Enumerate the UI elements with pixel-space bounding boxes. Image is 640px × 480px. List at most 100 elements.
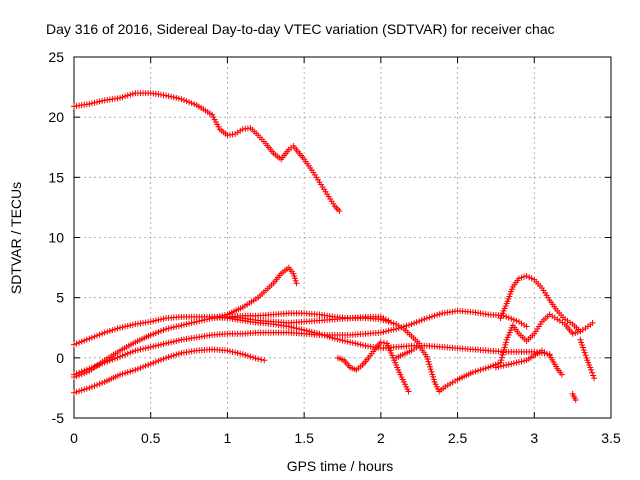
data-point xyxy=(500,346,507,353)
data-point xyxy=(426,314,433,321)
data-point xyxy=(91,382,98,389)
data-point xyxy=(382,328,389,335)
data-point xyxy=(239,351,246,358)
data-point xyxy=(377,329,384,336)
data-point xyxy=(344,338,351,345)
data-point xyxy=(165,93,172,100)
y-tick-label: 20 xyxy=(48,109,64,125)
data-point xyxy=(157,356,164,363)
data-point xyxy=(114,325,121,332)
data-point xyxy=(499,352,506,359)
data-point xyxy=(71,341,77,348)
data-point xyxy=(91,99,98,106)
data-point xyxy=(94,381,101,388)
data-point xyxy=(91,333,98,340)
data-point xyxy=(429,313,435,320)
data-point xyxy=(157,341,164,348)
data-point xyxy=(117,324,124,331)
data-point xyxy=(147,318,154,325)
data-point xyxy=(124,369,131,376)
data-point xyxy=(140,345,147,352)
data-point xyxy=(173,351,180,358)
data-point xyxy=(96,331,103,338)
chart-title: Day 316 of 2016, Sidereal Day-to-day VTE… xyxy=(46,21,555,37)
data-point xyxy=(503,362,510,369)
data-point xyxy=(94,362,101,369)
data-point xyxy=(127,368,134,375)
tick-labels: 0 0.5 1 1.5 2 2.5 3 3.5 -5 0 5 10 15 20 25 xyxy=(48,49,621,446)
data-point xyxy=(132,366,139,373)
data-point xyxy=(505,314,512,321)
data-point xyxy=(117,371,124,378)
data-point xyxy=(501,344,508,351)
data-point xyxy=(127,349,134,356)
series-arc-dip xyxy=(334,339,412,395)
data-point xyxy=(157,327,164,334)
data-point xyxy=(88,100,95,107)
data-point xyxy=(390,326,397,333)
data-point xyxy=(418,317,425,324)
data-point xyxy=(86,384,93,391)
data-point xyxy=(186,99,193,106)
data-point xyxy=(339,337,346,344)
data-point xyxy=(472,368,479,375)
data-point xyxy=(76,369,83,376)
data-point xyxy=(354,340,361,347)
data-point xyxy=(119,94,126,101)
y-tick-label: 10 xyxy=(48,230,64,246)
series-arc-f xyxy=(393,311,596,395)
data-point xyxy=(403,322,410,329)
data-point xyxy=(170,324,177,331)
data-point xyxy=(508,315,515,322)
data-points xyxy=(71,90,598,403)
data-point xyxy=(155,357,162,364)
data-point xyxy=(574,329,581,336)
data-point xyxy=(234,350,241,357)
data-point xyxy=(515,275,522,282)
data-point xyxy=(160,326,167,333)
grid-lines xyxy=(74,57,611,418)
data-point xyxy=(150,318,157,325)
data-point xyxy=(191,101,198,108)
data-point xyxy=(142,362,149,369)
data-point xyxy=(150,359,157,366)
data-point xyxy=(81,367,88,374)
data-point xyxy=(150,343,157,350)
data-point xyxy=(224,347,231,354)
data-point xyxy=(170,352,177,359)
plot-frame xyxy=(73,56,612,419)
data-point xyxy=(430,376,437,383)
data-point xyxy=(76,339,83,346)
data-point xyxy=(518,274,525,281)
data-point xyxy=(416,318,423,325)
data-point xyxy=(134,347,141,354)
data-point xyxy=(175,322,182,329)
data-point xyxy=(258,356,265,363)
data-point xyxy=(518,358,525,365)
data-point xyxy=(237,350,244,357)
data-point xyxy=(242,352,249,359)
data-point xyxy=(579,341,586,348)
data-point xyxy=(385,317,392,324)
data-point xyxy=(513,359,520,366)
series-arc-d xyxy=(209,310,423,347)
data-point xyxy=(469,369,476,376)
data-point xyxy=(244,352,251,359)
x-tick-label: 2 xyxy=(377,430,385,446)
data-point xyxy=(428,368,435,375)
data-point xyxy=(163,340,170,347)
data-point xyxy=(145,361,152,368)
data-point xyxy=(99,330,106,337)
data-point xyxy=(73,370,80,377)
data-point xyxy=(480,366,487,373)
data-point xyxy=(147,331,154,338)
data-point xyxy=(513,317,520,324)
data-point xyxy=(523,323,530,330)
data-point xyxy=(569,330,576,337)
data-point xyxy=(122,351,129,358)
x-tick-label: 3 xyxy=(530,430,538,446)
x-tick-label: 0 xyxy=(70,430,78,446)
data-point xyxy=(160,355,167,362)
y-tick-label: 25 xyxy=(48,49,64,65)
data-point xyxy=(430,373,437,380)
